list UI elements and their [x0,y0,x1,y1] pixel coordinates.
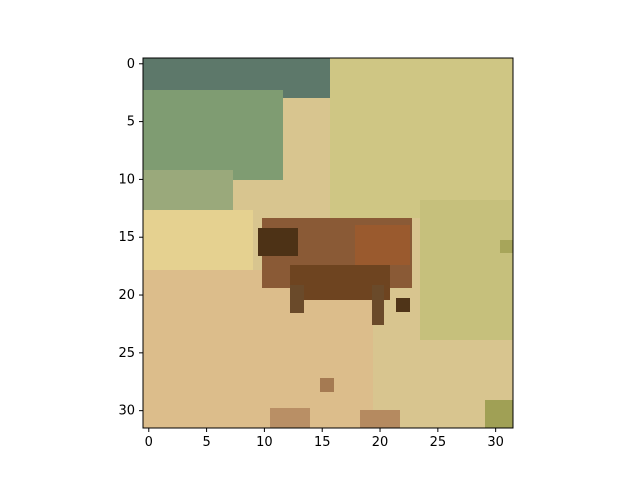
x-tick-label: 20 [372,435,389,450]
pixel-accent [320,378,334,392]
y-tick-label: 0 [127,57,135,72]
y-tick-label: 30 [118,404,135,419]
deer-rump [355,225,410,265]
x-tick-label: 15 [314,435,331,450]
y-tick-label: 5 [127,115,135,130]
grass-upper-right [330,58,513,218]
pixel-accent [270,408,310,428]
x-tick-label: 10 [256,435,273,450]
deer-leg-front [290,285,304,313]
x-axis: 0 5 10 15 20 25 30 [145,428,504,450]
deer-dark-neck [258,228,298,256]
axes-frame [142,57,514,429]
pixel-accent [500,240,513,253]
x-tick-label: 25 [430,435,447,450]
y-tick-label: 15 [118,230,135,245]
deer-leg-back [372,285,384,325]
foliage-mid [143,170,233,210]
y-tick-label: 10 [118,172,135,187]
pixel-accent [485,400,513,428]
ground-bright [143,210,253,270]
x-tick-label: 30 [487,435,504,450]
pixel-accent [360,410,400,428]
pixelated-deer-image [143,58,513,428]
x-tick-label: 5 [202,435,210,450]
y-tick-label: 20 [118,288,135,303]
y-axis: 0 5 10 15 20 25 30 [118,57,143,419]
y-tick-label: 25 [118,346,135,361]
deer-leg-hind [396,298,410,312]
grass-right-olive [420,200,513,340]
x-tick-label: 0 [145,435,153,450]
foliage-green [143,90,283,180]
